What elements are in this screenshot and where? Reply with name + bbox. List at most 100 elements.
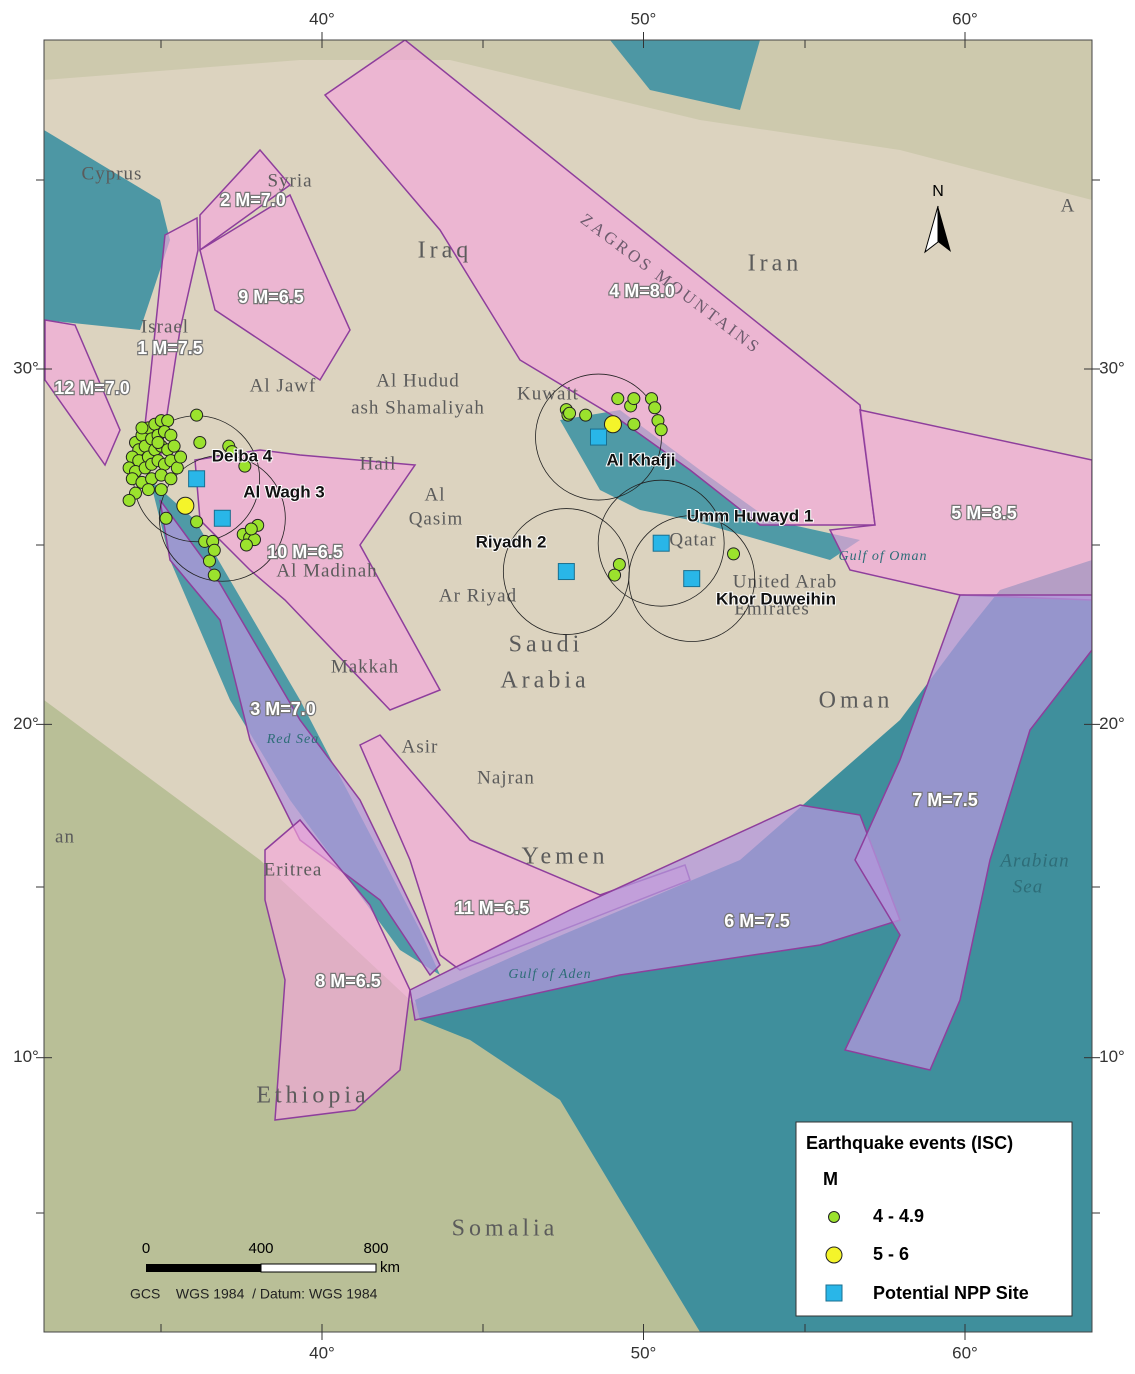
zone — [843, 594, 1092, 1071]
place-label: Kuwait — [517, 383, 579, 404]
place-label: Ar Riyad — [439, 585, 517, 606]
earthquake — [167, 439, 181, 453]
earthquake — [727, 547, 741, 561]
place-label: Al Madinah — [276, 560, 377, 581]
place-label: Al Jawf — [250, 375, 317, 396]
place-label: Saudi — [509, 632, 584, 658]
lat-label: 10° — [13, 1047, 39, 1066]
place-label: Gulf of Oman — [839, 549, 928, 564]
earthquake — [202, 554, 216, 568]
site-label: Umm Huwayd 1 — [687, 506, 814, 525]
place-label: Arabia — [500, 668, 589, 694]
lon-label: 60° — [952, 9, 978, 28]
place-label: A — [1061, 195, 1076, 216]
place-label: Al — [425, 484, 446, 505]
overlay: 40° 40° 50° 50° 60° 60° 30° 30° 20° 20° 10° 10° Cypr… — [13, 9, 1125, 1362]
zone — [44, 319, 121, 467]
legend-label: Potential NPP Site — [873, 1283, 1029, 1303]
caspian — [610, 40, 760, 110]
lat-label: 20° — [1099, 714, 1125, 733]
place-label: Syria — [267, 170, 312, 191]
earthquake — [122, 493, 136, 507]
zone — [828, 409, 1092, 601]
place-label: Qatar — [669, 529, 716, 550]
site-label: Riyadh 2 — [476, 532, 547, 551]
earthquake — [161, 414, 175, 428]
earthquake — [164, 472, 178, 486]
place-label: Makkah — [331, 656, 399, 677]
place-label: Ethiopia — [256, 1083, 369, 1109]
lat-label: 20° — [13, 714, 39, 733]
earthquake — [190, 408, 204, 422]
place-label: Israel — [141, 316, 189, 337]
place-label: Qasim — [409, 508, 464, 529]
earthquake — [239, 538, 253, 552]
minor-ticks — [36, 40, 1100, 1332]
earthquake — [154, 483, 168, 497]
zone — [199, 193, 351, 382]
npp-site — [589, 428, 607, 446]
place-label: Oman — [819, 688, 894, 714]
zone-label: 2 M=7.0 — [220, 190, 286, 210]
earthquake — [207, 568, 221, 582]
zone — [199, 148, 292, 252]
zone-label: 8 M=6.5 — [315, 971, 381, 991]
npp-site — [188, 470, 206, 488]
earthquake — [238, 459, 252, 473]
legend: Earthquake events (ISC) M 4 - 4.9 5 - 6 Po… — [795, 1121, 1073, 1317]
lat-label: 30° — [1099, 358, 1125, 377]
earthquake — [141, 483, 155, 497]
legend-symbol — [825, 1284, 843, 1302]
north-label: N — [932, 183, 944, 200]
site-label: Al Khafji — [607, 450, 676, 469]
lon-label: 40° — [309, 9, 335, 28]
legend-label: 4 - 4.9 — [873, 1206, 924, 1226]
npp-site — [652, 534, 670, 552]
npp-site — [213, 509, 231, 527]
buffer-circle — [535, 373, 662, 501]
place-label: Sea — [1013, 876, 1043, 897]
buffer-circle — [628, 515, 756, 642]
scale-label: 400 — [248, 1240, 273, 1257]
earthquake — [627, 392, 641, 406]
earthquake — [611, 392, 625, 406]
zone — [194, 449, 442, 711]
legend-label: 5 - 6 — [873, 1244, 909, 1264]
earthquake — [135, 421, 149, 435]
scale-unit: km — [380, 1259, 400, 1276]
credit: GCS WGS 1984 / Datum: WGS 1984 — [130, 1286, 378, 1302]
buffer-circle — [597, 479, 725, 607]
place-label: an — [55, 826, 75, 847]
legend-subtitle: M — [823, 1169, 838, 1189]
site-label: Khor Duweihin — [716, 589, 836, 608]
earthquake — [654, 423, 668, 437]
north-arrow: N — [924, 183, 951, 254]
zone — [159, 499, 441, 977]
zone-label: 3 M=7.0 — [250, 699, 316, 719]
legend-title: Earthquake events (ISC) — [806, 1133, 1013, 1153]
place-label: Emirates — [734, 598, 810, 619]
earthquake — [190, 515, 204, 529]
earthquake — [603, 415, 622, 434]
earthquake — [151, 436, 165, 450]
zone-label: 7 M=7.5 — [912, 790, 978, 810]
frame — [43, 39, 1093, 1333]
earthquake — [207, 543, 221, 557]
zone — [323, 40, 876, 526]
place-label: Yemen — [522, 844, 609, 870]
earthquake — [563, 406, 577, 420]
lat-label: 30° — [13, 358, 39, 377]
scale-bar: 0 400 800 km GCS WGS 1984 / Datum: WGS 1… — [130, 1240, 400, 1302]
highland — [44, 40, 1092, 200]
lon-label: 50° — [631, 9, 657, 28]
zone-label: 10 M=6.5 — [267, 542, 343, 562]
zone-label: 12 M=7.0 — [54, 378, 130, 398]
place-label: Gulf of Aden — [508, 967, 591, 982]
zone-label: 5 M=8.5 — [951, 503, 1017, 523]
npp-site — [683, 570, 701, 588]
zone — [264, 818, 411, 1121]
earthquake — [648, 401, 662, 415]
lon-label: 50° — [631, 1343, 657, 1362]
lon-label: 40° — [309, 1343, 335, 1362]
